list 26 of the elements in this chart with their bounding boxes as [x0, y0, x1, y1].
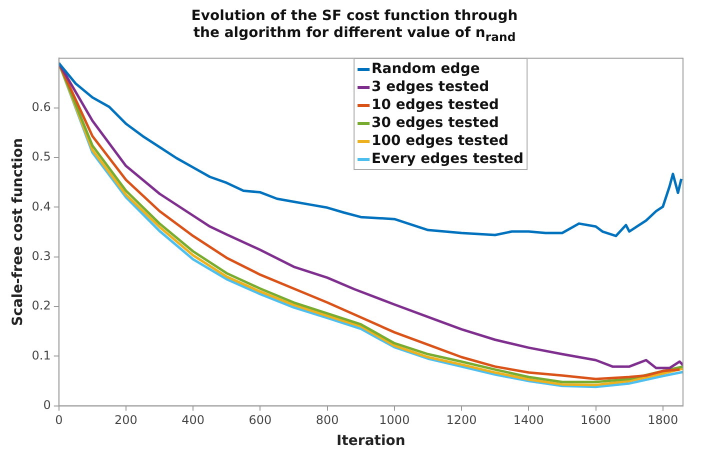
legend-label: 100 edges tested	[372, 132, 509, 150]
x-tick-label: 200	[114, 413, 138, 428]
x-tick-label: 1800	[648, 413, 678, 428]
chart-title: Evolution of the SF cost function through the algorithm for different value of n$_{rand}$	[190, 8, 519, 46]
y-tick-label: 0.4	[32, 199, 51, 214]
x-tick-label: 0	[55, 413, 63, 428]
y-tick-label: 0	[43, 398, 51, 412]
y-tick-label: 0.3	[32, 248, 51, 263]
legend-label: Random edge	[372, 60, 480, 78]
x-tick-label: 400	[182, 413, 205, 428]
legend-label: Every edges tested	[372, 150, 524, 168]
x-axis-title: Iteration	[336, 433, 406, 450]
x-tick-label: 800	[316, 413, 339, 428]
legend-label: 30 edges tested	[372, 114, 499, 132]
y-tick-label: 0.2	[32, 298, 51, 313]
x-tick-label: 1200	[446, 413, 477, 428]
x-tick-label: 1400	[513, 413, 544, 428]
y-tick-label: 0.6	[32, 100, 51, 114]
y-tick-label: 0.1	[32, 348, 51, 362]
legend-label: 10 edges tested	[372, 96, 499, 114]
y-tick-label: 0.5	[32, 150, 51, 164]
x-tick-label: 600	[248, 413, 272, 428]
x-tick-label: 1000	[379, 413, 410, 428]
y-axis-title: Scale-free cost function	[10, 138, 26, 326]
x-tick-label: 1600	[580, 413, 612, 428]
legend-label: 3 edges tested	[372, 78, 490, 96]
